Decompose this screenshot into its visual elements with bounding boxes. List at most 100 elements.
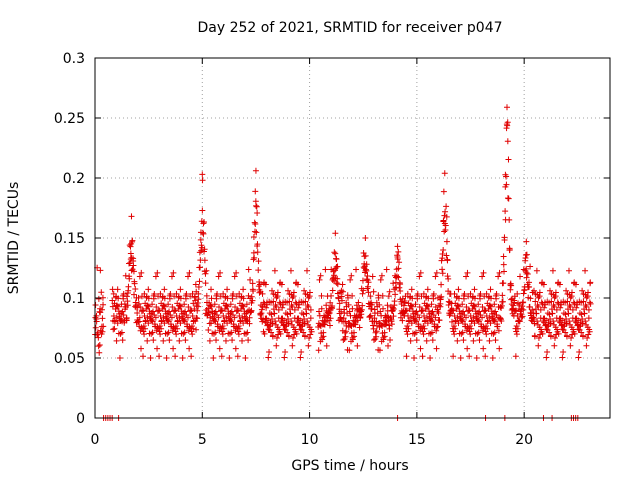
- data-point: [117, 330, 124, 337]
- y-tick-label: 0.05: [54, 351, 85, 367]
- data-point: [156, 322, 163, 329]
- data-point: [579, 287, 586, 294]
- data-point: [493, 291, 500, 298]
- data-point: [527, 295, 534, 302]
- data-point: [424, 302, 431, 309]
- data-point: [508, 296, 515, 303]
- data-point: [258, 306, 265, 313]
- data-point: [250, 233, 257, 240]
- data-point: [306, 289, 313, 296]
- data-point: [296, 301, 303, 308]
- data-point: [224, 286, 231, 293]
- data-point: [351, 333, 358, 340]
- data-point: [134, 309, 141, 316]
- data-point: [245, 266, 252, 273]
- data-point: [440, 217, 447, 224]
- data-point: [376, 301, 383, 308]
- data-point: [263, 304, 270, 311]
- data-point: [363, 261, 370, 268]
- data-point: [305, 303, 312, 310]
- data-point: [137, 303, 144, 310]
- data-point: [213, 337, 220, 344]
- data-point: [504, 138, 511, 145]
- data-point: [413, 337, 420, 344]
- y-tick-label: 0.2: [63, 171, 85, 187]
- data-point: [277, 330, 284, 337]
- data-point: [424, 286, 431, 293]
- data-point: [340, 337, 347, 344]
- data-point: [442, 208, 449, 215]
- data-point: [99, 328, 106, 335]
- data-point: [407, 314, 414, 321]
- data-point: [454, 314, 461, 321]
- data-point: [457, 355, 464, 362]
- data-point: [240, 303, 247, 310]
- data-point: [479, 303, 486, 310]
- data-point: [548, 298, 555, 305]
- data-point: [138, 269, 145, 276]
- data-point: [165, 329, 172, 336]
- data-point: [114, 302, 121, 309]
- data-point: [167, 291, 174, 298]
- data-point: [176, 302, 183, 309]
- data-point: [96, 341, 103, 348]
- data-point: [373, 328, 380, 335]
- data-point: [282, 348, 289, 355]
- data-point: [222, 337, 229, 344]
- data-point: [506, 216, 513, 223]
- data-point: [205, 305, 212, 312]
- data-point: [199, 229, 206, 236]
- data-point: [482, 353, 489, 360]
- data-point: [470, 337, 477, 344]
- data-point: [271, 310, 278, 317]
- data-point: [514, 290, 521, 297]
- data-point: [370, 325, 377, 332]
- data-point: [397, 281, 404, 288]
- data-point: [487, 286, 494, 293]
- data-point: [320, 333, 327, 340]
- data-point: [240, 286, 247, 293]
- data-point: [248, 293, 255, 300]
- data-point: [443, 252, 450, 259]
- data-point: [459, 301, 466, 308]
- data-point: [403, 353, 410, 360]
- data-point: [160, 337, 167, 344]
- data-point: [113, 337, 120, 344]
- data-point: [264, 301, 271, 308]
- data-point: [157, 331, 164, 338]
- data-point: [144, 337, 151, 344]
- data-point: [318, 292, 325, 299]
- data-point: [454, 302, 461, 309]
- data-point: [566, 318, 573, 325]
- data-point: [99, 315, 106, 322]
- data-point: [126, 275, 133, 282]
- data-point: [201, 257, 208, 264]
- data-point: [244, 329, 251, 336]
- data-point: [503, 181, 510, 188]
- data-point: [284, 329, 291, 336]
- data-point: [585, 331, 592, 338]
- data-point: [235, 322, 242, 329]
- data-point: [390, 280, 397, 287]
- data-point: [466, 353, 473, 360]
- data-point: [468, 325, 475, 332]
- data-point: [326, 322, 333, 329]
- data-point: [490, 330, 497, 337]
- data-point: [293, 330, 300, 337]
- data-point: [278, 281, 285, 288]
- data-point: [492, 308, 499, 315]
- data-point: [124, 302, 131, 309]
- data-point: [210, 355, 217, 362]
- data-point: [384, 302, 391, 309]
- data-point: [281, 354, 288, 361]
- data-point: [180, 330, 187, 337]
- data-point: [333, 256, 340, 263]
- data-point: [251, 228, 258, 235]
- data-point: [189, 331, 196, 338]
- data-point: [445, 275, 452, 282]
- data-point: [131, 280, 138, 287]
- data-point: [284, 311, 291, 318]
- data-point: [197, 236, 204, 243]
- data-point: [427, 355, 434, 362]
